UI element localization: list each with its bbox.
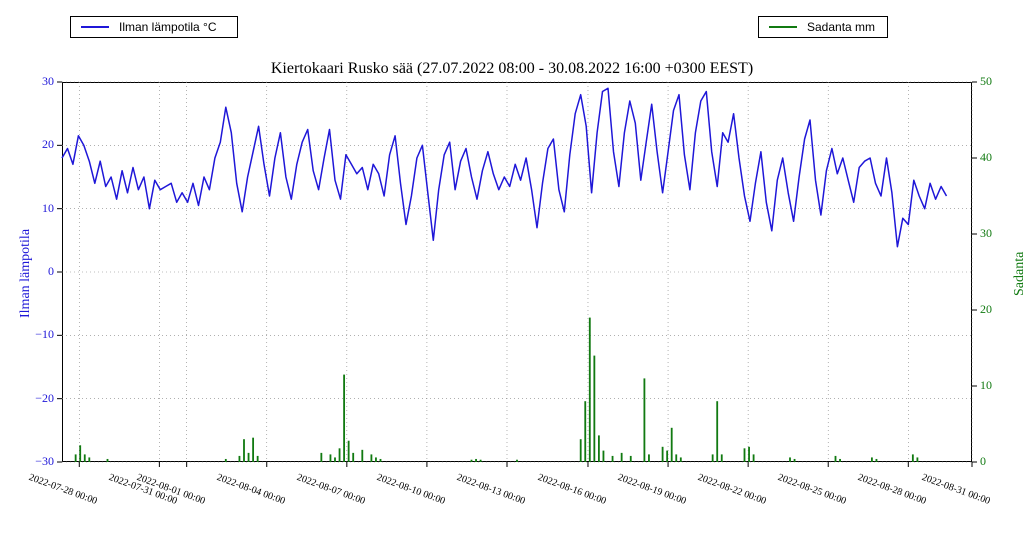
y-left-tick: 20 <box>0 137 54 152</box>
y-left-tick: 30 <box>0 74 54 89</box>
y-right-tick: 40 <box>980 150 992 165</box>
y-left-tick: −20 <box>0 391 54 406</box>
y-right-tick: 50 <box>980 74 992 89</box>
y-right-tick: 10 <box>980 378 992 393</box>
y-left-tick: −10 <box>0 327 54 342</box>
y-left-tick: 0 <box>0 264 54 279</box>
y-left-tick: 10 <box>0 201 54 216</box>
y-left-tick: −30 <box>0 454 54 469</box>
data-svg <box>0 0 1024 548</box>
y-right-tick: 30 <box>980 226 992 241</box>
y-right-tick: 20 <box>980 302 992 317</box>
y-right-tick: 0 <box>980 454 986 469</box>
